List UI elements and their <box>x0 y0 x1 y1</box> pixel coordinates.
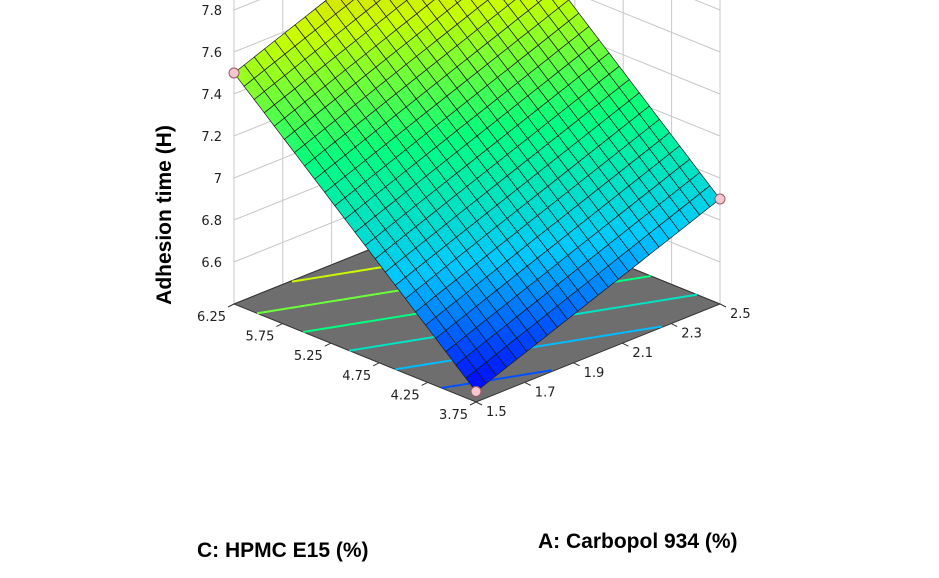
x-tick-label: 2.1 <box>632 346 653 361</box>
x-tick-mark <box>719 303 727 308</box>
surface-cell <box>373 0 381 4</box>
x-tick-label: 2.5 <box>730 307 751 322</box>
z-tick-label: 7.6 <box>201 46 222 61</box>
x-tick-label: 2.3 <box>681 327 702 342</box>
z-tick-label: 7.2 <box>201 130 222 145</box>
design-point <box>470 386 482 397</box>
y-tick-label: 4.25 <box>391 388 420 403</box>
y-tick-mark <box>276 323 283 328</box>
x-tick-mark <box>573 362 580 367</box>
y-tick-mark <box>227 303 235 308</box>
surface-cell <box>454 0 462 4</box>
y-tick-label: 6.25 <box>197 310 226 325</box>
y-tick-mark <box>372 362 380 367</box>
z-tick-label: 7.4 <box>201 88 222 103</box>
y-tick-label: 4.75 <box>342 369 371 384</box>
response-surface <box>233 0 721 392</box>
x-tick-label: 1.9 <box>584 366 605 381</box>
x-tick-mark <box>622 342 629 347</box>
x-tick-mark <box>670 323 678 328</box>
y-tick-label: 5.75 <box>245 330 274 345</box>
x-tick-mark <box>475 401 483 406</box>
y-tick-label: 3.75 <box>439 408 468 423</box>
contour-line <box>441 369 552 389</box>
design-point <box>714 193 726 205</box>
x-axis-title: A: Carbopol 934 (%) <box>538 530 738 553</box>
z-tick-label: 6.8 <box>201 214 222 229</box>
x-tick-label: 1.5 <box>486 405 507 420</box>
tick-labels: 6.66.877.27.47.67.881.51.71.92.12.32.53.… <box>197 4 751 423</box>
z-tick-label: 7 <box>214 172 222 187</box>
y-tick-mark <box>421 381 428 386</box>
design-points <box>228 67 726 397</box>
x-tick-label: 1.7 <box>535 385 556 400</box>
surface-cell <box>465 369 487 392</box>
x-tick-mark <box>524 381 532 386</box>
design-point <box>228 67 240 79</box>
z-tick-label: 6.6 <box>201 256 222 271</box>
y-axis-title: C: HPMC E15 (%) <box>197 539 369 562</box>
y-tick-label: 5.25 <box>294 349 323 364</box>
y-tick-mark <box>469 401 477 406</box>
y-tick-mark <box>324 342 332 347</box>
z-tick-label: 7.8 <box>201 4 222 19</box>
z-axis-title: Adhesion time (H) <box>153 125 176 305</box>
